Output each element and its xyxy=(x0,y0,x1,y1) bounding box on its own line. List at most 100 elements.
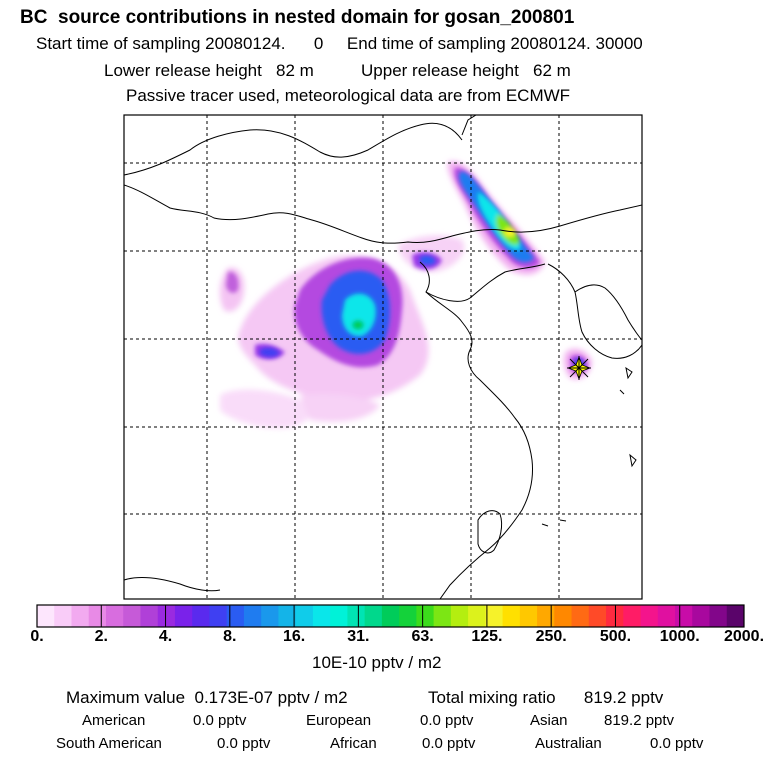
total-mixing-ratio: Total mixing ratio 819.2 pptv xyxy=(428,688,663,708)
colorbar-cell xyxy=(675,605,693,627)
source-african: African xyxy=(330,735,377,752)
sampling-end-label: End time of sampling xyxy=(346,34,506,53)
colorbar-dividers xyxy=(100,605,681,627)
colorbar-tick-label: 0. xyxy=(30,628,44,645)
colorbar-cell xyxy=(140,605,159,627)
source-south-american-value: 0.0 pptv xyxy=(217,735,271,752)
tracer-note: Passive tracer used, meteorological data… xyxy=(126,86,571,105)
colorbar-unit: 10E-10 pptv / m2 xyxy=(312,653,442,672)
colorbar-cell xyxy=(485,605,504,627)
colorbar-cell xyxy=(709,605,728,627)
plume-hotspots xyxy=(342,192,521,337)
colorbar-cell xyxy=(261,605,279,627)
colorbar-cell xyxy=(174,605,193,627)
max-value: Maximum value 0.173E-07 pptv / m2 xyxy=(66,688,348,708)
colorbar-cells xyxy=(37,605,745,627)
sampling-start-label: Start time of sampling xyxy=(36,34,201,53)
colorbar-cell xyxy=(623,605,642,627)
colorbar-cell xyxy=(209,605,228,627)
colorbar-cell xyxy=(330,605,348,627)
colorbar-cell xyxy=(433,605,452,627)
colorbar-cell xyxy=(468,605,486,627)
colorbar-cell xyxy=(657,605,676,627)
map-frame xyxy=(123,114,643,600)
source-european-value: 0.0 pptv xyxy=(420,712,474,729)
source-name: South American xyxy=(56,735,162,752)
colorbar-cell xyxy=(554,605,573,627)
source-american-value: 0.0 pptv xyxy=(193,712,247,729)
colorbar-cell xyxy=(571,605,590,627)
colorbar-tick-label: 500. xyxy=(599,628,632,645)
colorbar-cell xyxy=(537,605,555,627)
colorbar-cell xyxy=(88,605,107,627)
lower-release-value: 82 m xyxy=(276,61,314,80)
source-south-american: South American xyxy=(56,735,162,752)
total-mixing-ratio-value: 819.2 pptv xyxy=(583,688,664,707)
colorbar-cell xyxy=(278,605,297,627)
colorbar-cell xyxy=(192,605,210,627)
lower-release-label: Lower release height xyxy=(104,61,262,80)
colorbar-tick-label: 4. xyxy=(158,628,173,645)
colorbar-cell xyxy=(519,605,538,627)
colorbar-tick-label: 250. xyxy=(535,628,567,645)
upper-release-label: Upper release height xyxy=(361,61,519,80)
colorbar-cell xyxy=(347,605,366,627)
colorbar-cell xyxy=(588,605,607,627)
source-name: Asian xyxy=(530,712,568,729)
colorbar-tick-label: 1000. xyxy=(659,628,700,645)
colorbar-tick-label: 125. xyxy=(471,628,503,645)
colorbar xyxy=(36,604,745,628)
source-european: European xyxy=(306,712,371,729)
colorbar-cell xyxy=(399,605,417,627)
colorbar-cell xyxy=(502,605,521,627)
source-asian: Asian xyxy=(530,712,568,729)
source-australian-value: 0.0 pptv xyxy=(650,735,704,752)
colorbar-cell xyxy=(726,605,745,627)
colorbar-cell xyxy=(54,605,72,627)
source-name: European xyxy=(306,712,372,729)
colorbar-tick-label: 16. xyxy=(282,628,306,645)
colorbar-tick-label: 2. xyxy=(94,628,108,645)
source-name: Australian xyxy=(535,735,602,752)
source-name: African xyxy=(330,735,377,752)
colorbar-cell xyxy=(364,605,383,627)
total-mixing-ratio-label: Total mixing ratio xyxy=(428,688,556,707)
sampling-end-value: 20080124. 30000 xyxy=(510,34,643,53)
colorbar-cell xyxy=(243,605,262,627)
colorbar-cell xyxy=(692,605,711,627)
colorbar-tick-label: 2000. xyxy=(723,628,765,645)
colorbar-cell xyxy=(450,605,469,627)
colorbar-cell xyxy=(123,605,141,627)
colorbar-cell xyxy=(226,605,245,627)
colorbar-cell xyxy=(105,605,124,627)
coastlines xyxy=(124,115,642,599)
colorbar-tick-label: 8. xyxy=(223,628,237,645)
plot-title: BC source contributions in nested domain… xyxy=(20,7,575,28)
colorbar-cell xyxy=(37,605,55,627)
source-australian: Australian xyxy=(535,735,602,752)
source-american: American xyxy=(82,712,145,729)
graticule xyxy=(124,115,642,599)
upper-release-value: 62 m xyxy=(533,61,571,80)
source-name: American xyxy=(82,712,146,729)
colorbar-cell xyxy=(157,605,176,627)
max-value-label: Maximum value xyxy=(66,688,186,707)
sampling-start-value: 20080124. 0 xyxy=(205,34,324,53)
max-value-number: 0.173E-07 pptv / m2 xyxy=(194,688,348,707)
map-panel xyxy=(123,114,643,600)
colorbar-cell xyxy=(640,605,659,627)
sampling-times: Start time of sampling 20080124. 0 End t… xyxy=(36,35,643,52)
colorbar-cell xyxy=(606,605,624,627)
colorbar-cell xyxy=(312,605,331,627)
colorbar-cell xyxy=(381,605,400,627)
source-african-value: 0.0 pptv xyxy=(422,735,476,752)
colorbar-frame xyxy=(36,604,745,628)
colorbar-cell xyxy=(416,605,435,627)
colorbar-tick-label: 63. xyxy=(411,628,434,645)
colorbar-cell xyxy=(71,605,90,627)
source-asian-value: 819.2 pptv xyxy=(604,712,675,729)
colorbar-cell xyxy=(295,605,314,627)
colorbar-tick-label: 31. xyxy=(347,628,370,645)
receptor-star-icon xyxy=(566,355,592,381)
release-heights: Lower release height 82 m Upper release … xyxy=(104,62,571,79)
